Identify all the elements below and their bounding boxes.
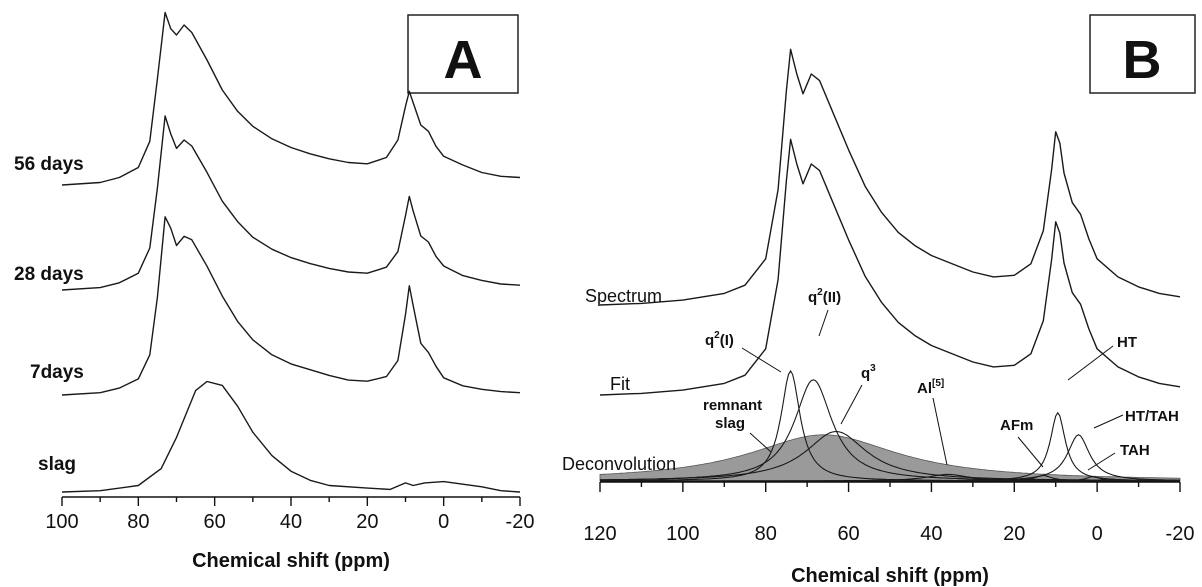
arrow-q2-ii [818,309,829,337]
label-remnant-line1: remnant [703,397,762,414]
x-tick-label-a-40: 40 [280,511,302,533]
label-al5: Al[5] [917,378,944,397]
arrow-ht-tah [1093,414,1124,429]
arrow-q2-i [741,347,782,373]
arrow-remnant-slag [749,432,772,453]
x-tick-label-b-80: 80 [755,523,777,545]
arrow-ht [1067,345,1114,381]
series-label-28-days: 28 days [14,264,84,285]
label-afm: AFm [1000,417,1033,434]
trace-7days [61,216,521,396]
label-q3: q3 [861,363,876,382]
component-q3 [600,430,1180,481]
x-tick-label-a-0: 0 [438,511,449,533]
panel-b-label: B [1123,30,1162,90]
panel-a-label-box [407,14,519,94]
label-spectrum: Spectrum [585,286,662,306]
panel-a-traces [61,11,521,493]
component-remnant-slag [599,434,1181,482]
panel-b-x-ticks: 120 100 80 60 40 20 0 -20 [583,482,1194,545]
x-tick-label-b-100: 100 [666,523,699,545]
x-tick-label-b-0: 0 [1092,523,1103,545]
label-ht-tah: HT/TAH [1125,408,1179,425]
panel-b-x-axis-title: Chemical shift (ppm) [791,565,989,587]
label-fit: Fit [610,374,630,394]
panel-a-x-ticks: 100 80 60 40 20 0 -20 [45,497,534,533]
deconvolution-components [599,369,1180,482]
x-tick-label-a-100: 100 [45,511,78,533]
panel-a-x-axis-title: Chemical shift (ppm) [192,550,390,572]
label-q2-ii: q2(II) [808,287,841,306]
label-deconvolution: Deconvolution [562,454,676,474]
series-label-slag: slag [38,454,76,475]
trace-28-days [61,115,521,291]
trace-slag [61,380,521,493]
x-tick-label-b-60: 60 [837,523,859,545]
trace-spectrum [599,48,1181,306]
x-tick-label-a-20: 20 [356,511,378,533]
arrow-q3 [840,384,863,425]
label-ht: HT [1117,334,1137,351]
component-tah [600,476,1180,482]
arrow-afm [1017,436,1044,468]
x-tick-label-b-20: -20 [1166,523,1195,545]
panel-b: B Spectrum Fit Deconvolution remnant sla… [562,14,1196,587]
x-tick-label-b-120: 120 [583,523,616,545]
series-label-56-days: 56 days [14,154,84,175]
panel-b-traces [599,48,1181,396]
arrow-tah [1087,452,1116,471]
label-remnant-line2: slag [715,415,745,432]
x-tick-label-a-60: 60 [204,511,226,533]
panel-a-label: A [444,30,483,90]
label-tah: TAH [1120,442,1150,459]
deconvolution-shaded-component [599,434,1181,482]
label-q2-i: q2(I) [705,330,734,349]
series-label-7days: 7days [30,362,84,383]
panel-a: A 56 days 28 days 7days slag 100 80 60 40 20… [14,11,534,572]
arrow-al5 [932,397,948,466]
x-tick-label-a-80: 80 [127,511,149,533]
x-tick-label-b-40: 40 [920,523,942,545]
panel-b-label-box [1089,14,1196,94]
x-tick-label-b-20: 20 [1003,523,1025,545]
trace-56-days [61,11,521,186]
x-tick-label-a-20: -20 [506,511,535,533]
trace-fit [599,138,1181,396]
